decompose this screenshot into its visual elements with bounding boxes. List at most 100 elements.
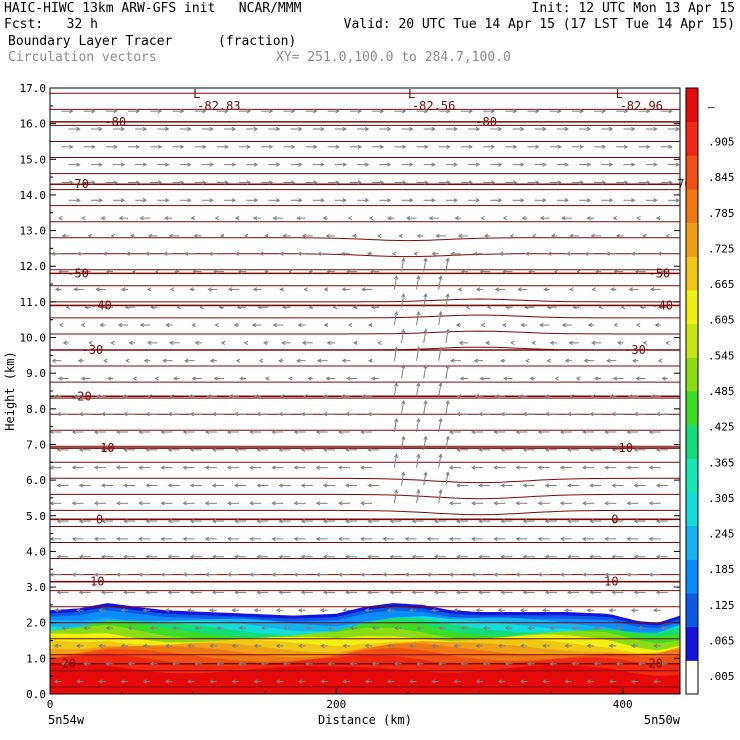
vector-arrowhead	[78, 518, 84, 524]
vector-arrowhead	[518, 394, 523, 399]
vector-arrowhead	[478, 518, 483, 524]
vector-arrowhead	[416, 625, 421, 631]
vector-arrowhead	[209, 679, 214, 684]
vector-arrowhead	[138, 501, 143, 506]
vector-arrowhead	[502, 215, 508, 221]
vector-arrowhead	[567, 554, 572, 559]
vector-arrowhead	[438, 382, 443, 387]
vector-arrowhead	[520, 162, 525, 167]
vector-arrowhead	[424, 144, 429, 149]
vector-arrowhead	[561, 322, 567, 328]
vector-arrowhead	[320, 679, 325, 684]
vector-arrowhead	[500, 590, 505, 595]
vector-arrowhead	[587, 322, 592, 328]
vector-arrowhead	[623, 109, 629, 114]
vector-arrowhead	[631, 126, 636, 132]
colorbar-swatch	[686, 391, 698, 426]
vector-arrowhead	[615, 661, 621, 666]
vector-arrowhead	[490, 180, 496, 185]
vector-arrowhead	[357, 109, 363, 114]
vector-arrowhead	[610, 287, 615, 292]
vector-arrowhead	[340, 251, 345, 256]
vector-arrowhead	[256, 447, 261, 452]
vector-arrowhead	[129, 233, 135, 239]
vector-arrowhead	[120, 643, 125, 648]
vector-arrowhead	[57, 376, 63, 381]
vector-arrowhead	[147, 394, 153, 399]
vector-arrowhead	[252, 215, 258, 221]
vector-arrowhead	[402, 144, 407, 149]
vector-arrowhead	[91, 109, 96, 114]
isotherm-label: -10	[93, 441, 115, 455]
vector-arrowhead	[170, 287, 175, 292]
vector-arrowhead	[256, 554, 261, 559]
circulation-vector	[401, 293, 405, 308]
vector-arrowhead	[257, 305, 262, 310]
vector-arrowhead	[80, 376, 86, 381]
vector-arrowhead	[259, 251, 264, 256]
vector-arrowhead	[98, 679, 103, 684]
vector-arrowhead	[123, 447, 128, 452]
vector-arrowhead	[594, 376, 599, 381]
vector-arrowhead	[110, 233, 116, 239]
vector-arrowhead	[445, 471, 450, 476]
vector-arrowhead	[522, 590, 527, 595]
vector-arrowhead	[586, 215, 591, 221]
vector-arrowhead	[642, 233, 647, 239]
vector-arrowhead	[482, 625, 487, 631]
vector-arrowhead	[438, 275, 443, 280]
vector-arrowhead	[416, 233, 421, 239]
vector-arrowhead	[593, 625, 598, 631]
vector-arrowhead	[76, 162, 81, 167]
vector-arrowhead	[115, 572, 121, 577]
colorbar-label: .485	[708, 385, 735, 398]
vector-arrowhead	[649, 287, 655, 292]
vector-arrowhead	[226, 429, 232, 435]
vector-arrowhead	[234, 518, 239, 524]
isotherm-label: 0	[96, 512, 103, 526]
vector-arrowhead	[345, 590, 350, 595]
vector-arrowhead	[315, 501, 321, 506]
vector-arrowhead	[531, 340, 536, 345]
isotherm-label: -50	[649, 266, 671, 280]
vector-arrowhead	[323, 322, 329, 328]
vector-arrowhead	[567, 590, 572, 595]
y-tick-label: 6.0	[26, 474, 46, 487]
vector-arrowhead	[162, 251, 168, 256]
vector-arrowhead	[160, 501, 165, 506]
vector-arrowhead	[271, 465, 276, 470]
vector-arrowhead	[160, 429, 165, 435]
vector-arrowhead	[500, 554, 505, 559]
y-tick-label: 1.0	[26, 652, 46, 665]
vector-arrowhead	[182, 536, 187, 542]
colorbar-swatch	[686, 121, 698, 156]
vector-arrowhead	[53, 608, 59, 613]
vector-arrowhead	[335, 144, 340, 149]
vector-arrowhead	[313, 144, 318, 149]
vector-arrowhead	[276, 126, 281, 132]
vector-arrowhead	[320, 198, 325, 203]
vector-arrowhead	[456, 554, 461, 559]
vector-arrowhead	[291, 180, 296, 185]
colorbar-swatch	[686, 323, 698, 358]
colorbar-label: .425	[708, 421, 735, 434]
vector-arrowhead	[393, 453, 399, 458]
vector-arrowhead	[93, 501, 99, 506]
vector-arrowhead	[80, 269, 85, 274]
vector-arrowhead	[409, 162, 414, 167]
vector-arrowhead	[260, 625, 266, 631]
vector-arrowhead	[209, 162, 214, 167]
vector-arrowhead	[655, 412, 661, 417]
vector-arrowhead	[497, 643, 503, 648]
vector-arrowhead	[276, 162, 281, 167]
vector-arrowhead	[567, 483, 572, 488]
vector-arrowhead	[209, 198, 214, 203]
vector-arrowhead	[293, 465, 298, 470]
vector-arrowhead	[360, 429, 365, 435]
vector-arrowhead	[69, 109, 74, 114]
vector-arrowhead	[76, 643, 81, 648]
vector-arrowhead	[608, 198, 614, 203]
vector-arrowhead	[297, 608, 303, 613]
vector-arrowhead	[102, 305, 108, 310]
vector-arrowhead	[579, 180, 584, 185]
